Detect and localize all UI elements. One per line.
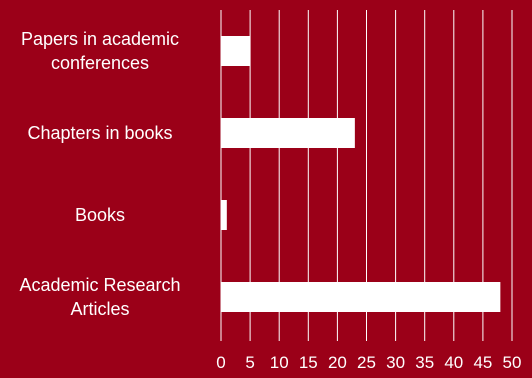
x-tick-label: 0 <box>216 353 225 372</box>
x-tick-label: 50 <box>503 353 522 372</box>
bar <box>221 282 501 312</box>
bar <box>221 118 355 148</box>
category-label-line: conferences <box>50 53 150 73</box>
bar <box>221 36 251 66</box>
x-tick-label: 10 <box>270 353 289 372</box>
x-tick-label: 25 <box>357 353 376 372</box>
x-tick-label: 15 <box>299 353 318 372</box>
x-tick-label: 30 <box>386 353 405 372</box>
x-tick-label: 5 <box>245 353 254 372</box>
category-label: Books <box>0 203 200 227</box>
category-label-line: Articles <box>70 299 130 319</box>
category-label: Chapters in books <box>0 121 200 145</box>
x-tick-label: 45 <box>473 353 492 372</box>
category-label: Academic Research Articles <box>0 273 200 321</box>
category-label-line: Papers in academic <box>20 29 180 49</box>
category-label-line: Academic Research <box>19 275 181 295</box>
category-label: Papers in academic conferences <box>0 27 200 75</box>
category-label-line: Books <box>74 205 126 225</box>
category-label-line: Chapters in books <box>27 123 173 143</box>
x-tick-label: 40 <box>444 353 463 372</box>
bar <box>221 200 227 230</box>
x-tick-label: 20 <box>328 353 347 372</box>
x-tick-label: 35 <box>415 353 434 372</box>
